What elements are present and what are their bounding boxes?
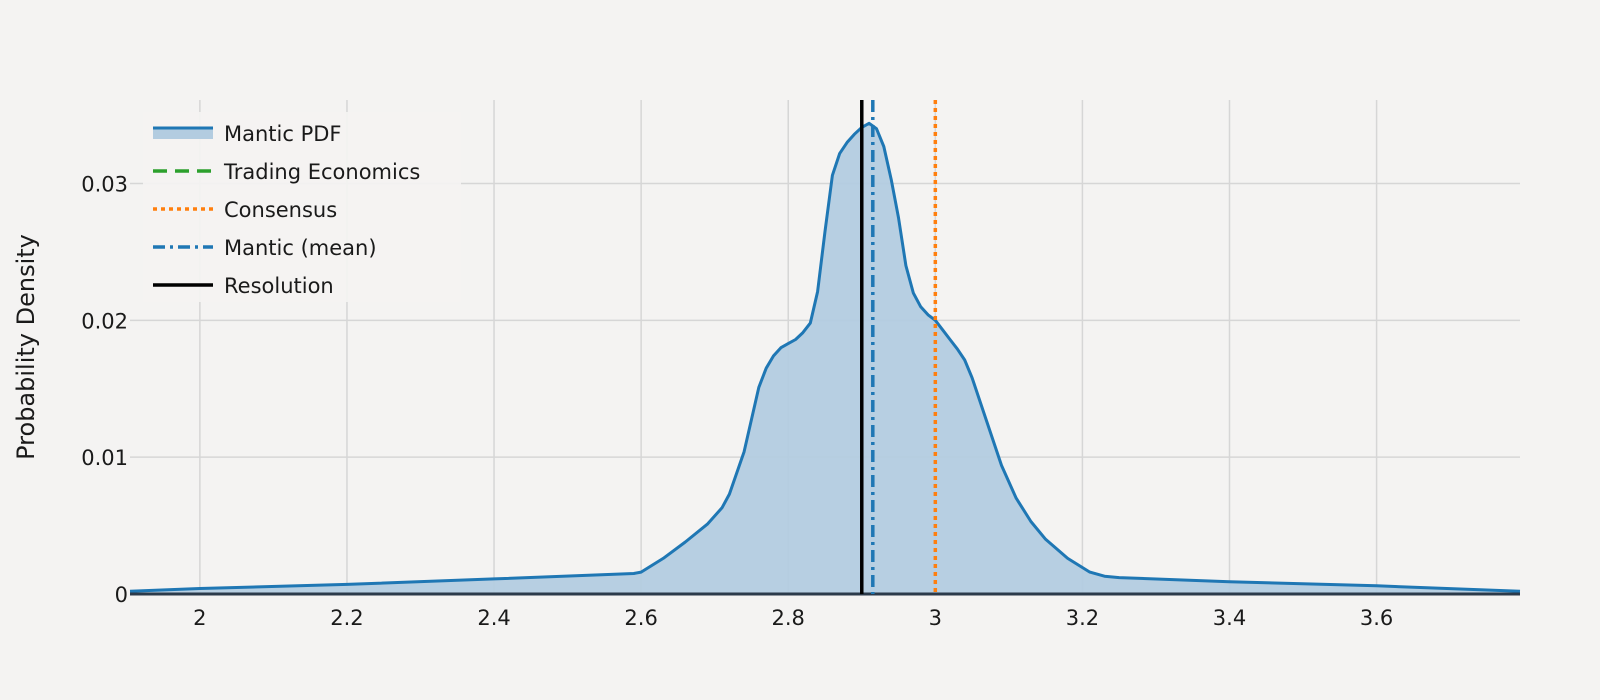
legend-label: Mantic (mean) (224, 236, 377, 260)
legend-background (143, 112, 461, 302)
legend-swatch-fill (153, 127, 213, 139)
x-tick-label: 2.8 (772, 606, 805, 630)
legend: Mantic PDF Trading Economics Consensus Mant… (143, 112, 461, 302)
legend-label: Consensus (224, 198, 337, 222)
y-axis-label: Probability Density (12, 234, 40, 460)
x-tick-label: 2.6 (624, 606, 657, 630)
x-tick-label: 3 (929, 606, 942, 630)
x-tick-label: 2.4 (477, 606, 510, 630)
pdf-area-fill (130, 123, 1520, 595)
legend-label: Resolution (224, 274, 334, 298)
y-tick-label: 0.03 (81, 172, 128, 196)
x-axis: 2 2.2 2.4 2.6 2.8 3 3.2 3.4 3.6 (193, 606, 1393, 630)
x-tick-label: 3.6 (1360, 606, 1393, 630)
x-tick-label: 2.2 (330, 606, 363, 630)
y-axis: 0 0.01 0.02 0.03 (81, 172, 128, 607)
y-tick-label: 0 (115, 583, 128, 607)
y-tick-label: 0.01 (81, 446, 128, 470)
plot-area (129, 121, 1521, 596)
pdf-curve (129, 121, 1521, 593)
x-tick-label: 3.4 (1213, 606, 1246, 630)
x-tick-label: 3.2 (1066, 606, 1099, 630)
legend-label: Mantic PDF (224, 122, 342, 146)
legend-label: Trading Economics (223, 160, 420, 184)
y-tick-label: 0.02 (81, 309, 128, 333)
reference-lines (860, 100, 938, 594)
x-tick-label: 2 (193, 606, 206, 630)
